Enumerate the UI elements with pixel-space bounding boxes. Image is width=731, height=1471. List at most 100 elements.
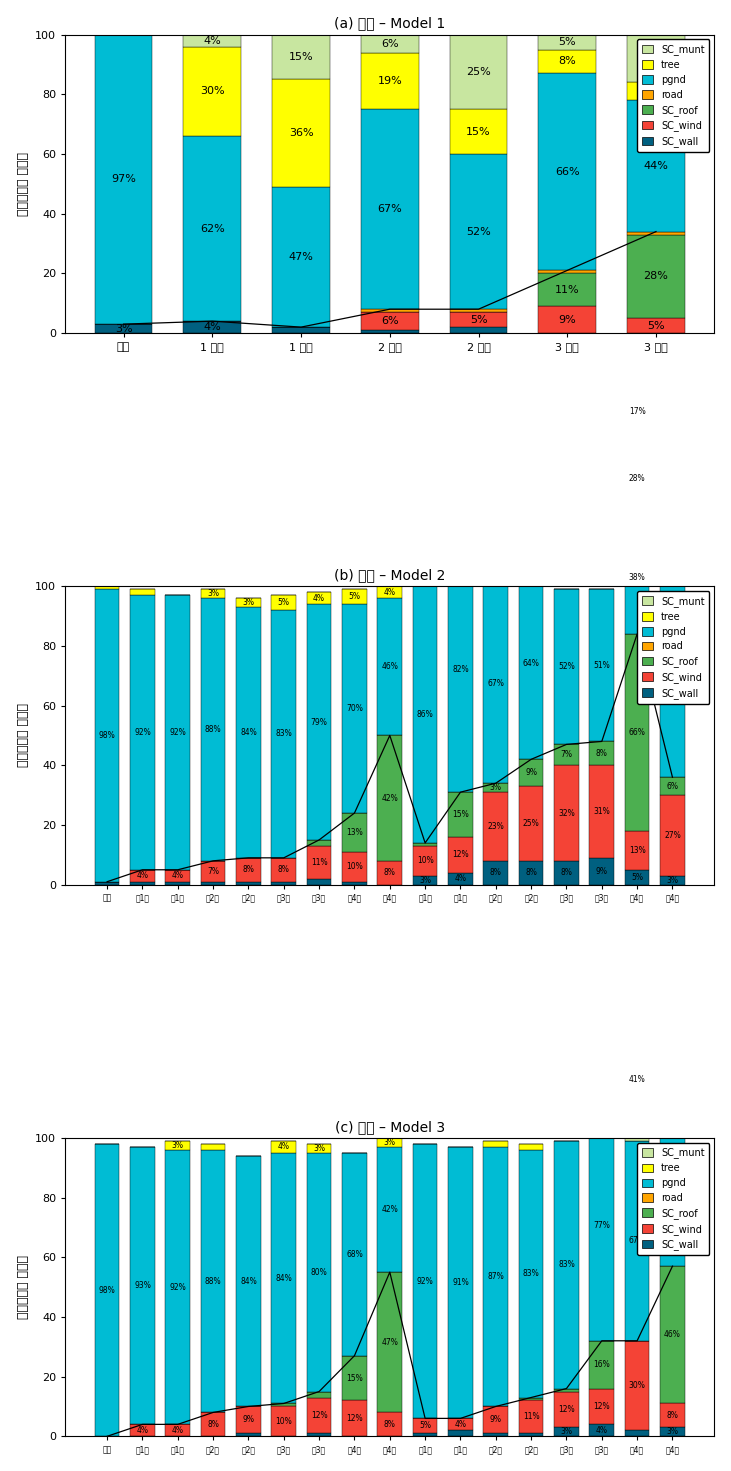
Text: 3%: 3% — [172, 1141, 183, 1150]
Bar — [307, 605, 331, 840]
Text: 4%: 4% — [278, 1143, 289, 1152]
Bar — [589, 1340, 614, 1389]
Bar — [95, 590, 119, 881]
Bar — [448, 837, 473, 872]
Bar — [95, 587, 119, 590]
Text: 41%: 41% — [629, 1075, 645, 1084]
Bar — [342, 852, 367, 881]
Text: 3%: 3% — [313, 1144, 325, 1153]
Bar — [483, 1141, 508, 1147]
Bar — [130, 1424, 155, 1436]
Text: 98%: 98% — [99, 731, 115, 740]
Text: 46%: 46% — [664, 1330, 681, 1339]
Text: 4%: 4% — [203, 322, 221, 332]
Text: 6%: 6% — [667, 781, 678, 791]
Bar — [413, 587, 437, 843]
Text: 3%: 3% — [490, 783, 501, 793]
Text: 42%: 42% — [382, 1205, 398, 1214]
Bar — [272, 35, 330, 79]
Y-axis label: 오염표면의 기여도: 오염표면의 기여도 — [17, 703, 30, 768]
Text: 19%: 19% — [377, 76, 402, 85]
Bar — [413, 1418, 437, 1433]
Bar — [271, 1403, 296, 1406]
Bar — [660, 1125, 685, 1128]
Text: 31%: 31% — [594, 808, 610, 816]
Bar — [95, 881, 119, 884]
Text: 66%: 66% — [629, 728, 645, 737]
Text: 98%: 98% — [99, 1286, 115, 1294]
Text: 32%: 32% — [558, 809, 575, 818]
Text: 83%: 83% — [276, 730, 292, 738]
Bar — [361, 309, 419, 312]
Bar — [625, 634, 650, 831]
Text: 3%: 3% — [561, 1427, 572, 1436]
Bar — [625, 1340, 650, 1430]
Text: 46%: 46% — [664, 1193, 681, 1202]
Text: 92%: 92% — [170, 1283, 186, 1292]
Bar — [483, 1147, 508, 1406]
Bar — [627, 318, 685, 332]
Bar — [589, 741, 614, 765]
Bar — [272, 187, 330, 327]
Bar — [342, 1356, 367, 1400]
Bar — [342, 1400, 367, 1436]
Text: 92%: 92% — [417, 1277, 433, 1286]
Text: 12%: 12% — [558, 1405, 575, 1414]
Bar — [450, 312, 507, 327]
Text: 7%: 7% — [561, 750, 572, 759]
Bar — [539, 35, 596, 50]
Text: 6%: 6% — [381, 38, 398, 49]
Bar — [165, 1150, 190, 1424]
Bar — [377, 1272, 402, 1412]
Text: 91%: 91% — [452, 1278, 469, 1287]
Bar — [625, 1018, 650, 1141]
Bar — [307, 1392, 331, 1397]
Bar — [519, 568, 543, 759]
Bar — [165, 869, 190, 881]
Text: 8%: 8% — [558, 56, 576, 66]
Bar — [483, 1406, 508, 1433]
Bar — [201, 1412, 225, 1436]
Text: 9%: 9% — [596, 866, 607, 875]
Bar — [236, 1433, 261, 1436]
Text: 12%: 12% — [452, 850, 469, 859]
Text: 10%: 10% — [417, 856, 433, 865]
Text: 84%: 84% — [276, 1274, 292, 1283]
Text: 66%: 66% — [555, 166, 580, 177]
Bar — [377, 1147, 402, 1272]
Bar — [625, 831, 650, 869]
Bar — [413, 580, 437, 587]
Text: 4%: 4% — [137, 871, 148, 880]
Bar — [361, 312, 419, 330]
Text: 52%: 52% — [558, 662, 575, 671]
Text: 3%: 3% — [115, 324, 132, 334]
Bar — [236, 608, 261, 858]
Bar — [307, 840, 331, 846]
Bar — [95, 35, 153, 324]
Text: 83%: 83% — [523, 1269, 539, 1278]
Text: 68%: 68% — [346, 1250, 363, 1259]
Text: 86%: 86% — [417, 710, 433, 719]
Text: 12%: 12% — [311, 1411, 327, 1420]
Text: 6%: 6% — [647, 87, 664, 96]
Bar — [201, 861, 225, 881]
Bar — [201, 881, 225, 884]
Text: 8%: 8% — [207, 1420, 219, 1428]
Bar — [201, 1150, 225, 1412]
Bar — [236, 858, 261, 881]
Bar — [539, 74, 596, 271]
Bar — [450, 327, 507, 332]
Bar — [554, 744, 579, 765]
Bar — [450, 109, 507, 154]
Bar — [660, 580, 685, 777]
Bar — [165, 881, 190, 884]
Bar — [660, 1267, 685, 1403]
Text: 3%: 3% — [667, 1427, 678, 1436]
Bar — [660, 1128, 685, 1267]
Text: 23%: 23% — [488, 822, 504, 831]
Text: 28%: 28% — [643, 271, 668, 281]
Bar — [519, 1397, 543, 1400]
Bar — [307, 846, 331, 878]
Bar — [627, 31, 685, 82]
Bar — [413, 1144, 437, 1418]
